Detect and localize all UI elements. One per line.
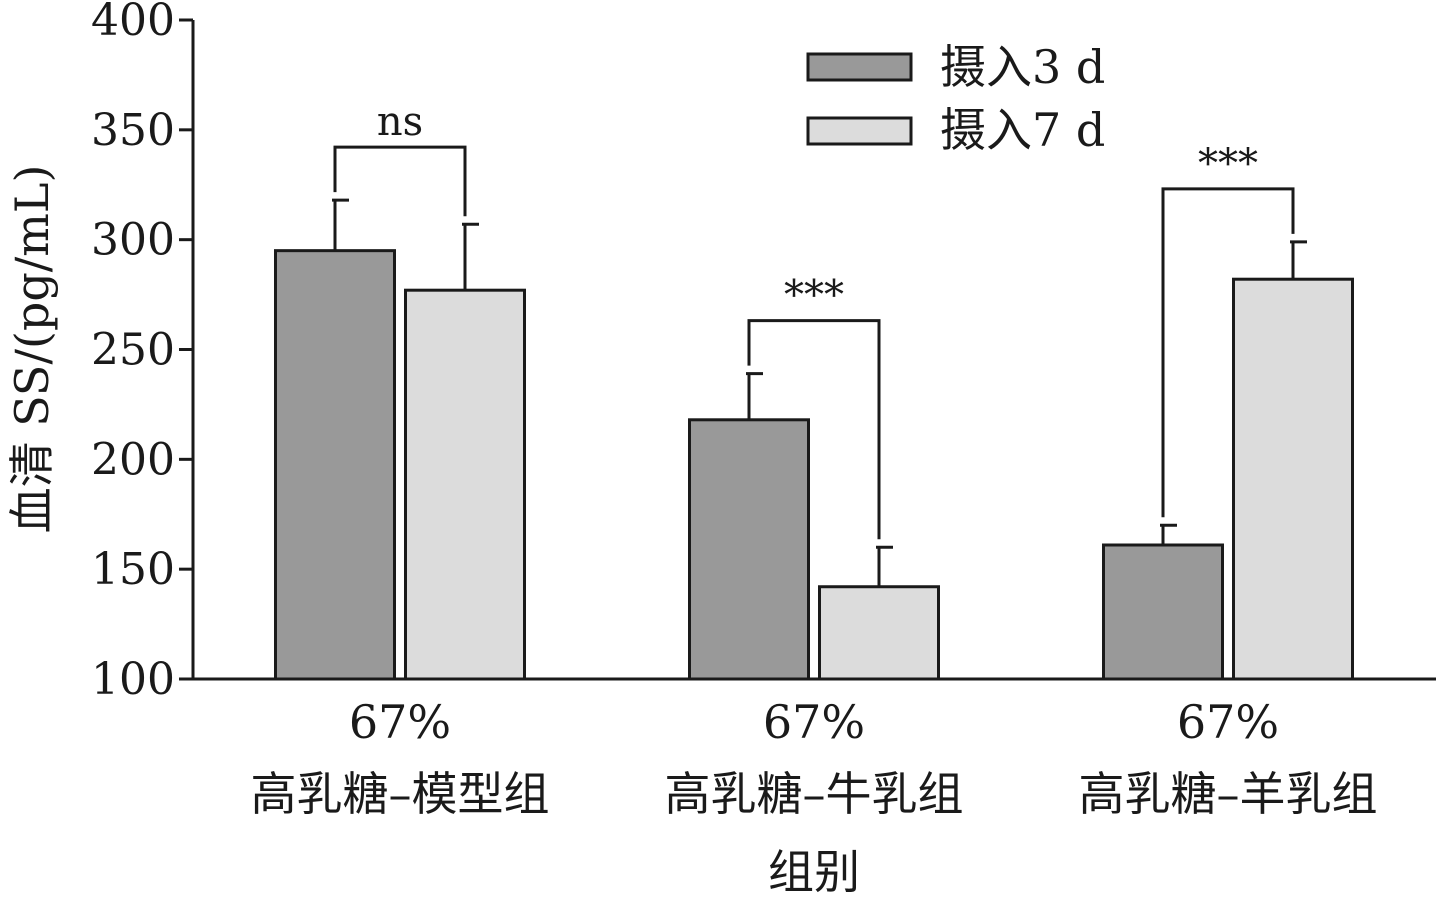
legend-label-7d: 摄入7 d: [940, 103, 1105, 157]
legend-swatch-7d: [806, 116, 913, 146]
y-tick-label: 350: [91, 105, 175, 156]
significance-bracket: [333, 145, 467, 217]
legend: 摄入3 d 摄入7 d: [806, 40, 1105, 157]
bar: [274, 249, 396, 681]
x-category-label-line2: 高乳糖–牛乳组: [665, 767, 964, 821]
y-tick-label: 100: [91, 654, 175, 705]
bar: [1232, 277, 1354, 681]
significance-label: ***: [1198, 141, 1258, 187]
y-tick-label: 250: [91, 325, 175, 376]
x-category-label-line1: 67%: [349, 695, 451, 749]
significance-label: ns: [377, 99, 423, 145]
y-axis-ticks: 100 150 200 250 300 350 400: [91, 0, 193, 705]
y-tick-label: 400: [91, 0, 175, 46]
legend-label-3d: 摄入3 d: [940, 40, 1105, 94]
significance-bracket: [1161, 187, 1295, 518]
significance-label: ***: [784, 273, 844, 319]
y-axis-title: 血清 SS/(pg/mL): [5, 165, 59, 534]
x-category-label-line2: 高乳糖–模型组: [251, 767, 550, 821]
x-category-label-line1: 67%: [763, 695, 865, 749]
y-tick-label: 300: [91, 215, 175, 266]
significance-brackets: ns *** ***: [333, 99, 1295, 540]
bar: [818, 585, 940, 681]
error-bars: [332, 198, 1307, 587]
x-category-label-line1: 67%: [1177, 695, 1279, 749]
significance-bracket: [747, 319, 881, 540]
bar: [1102, 543, 1224, 681]
y-tick-label: 150: [91, 544, 175, 595]
x-axis-category-labels: 67% 高乳糖–模型组 67% 高乳糖–牛乳组 67% 高乳糖–羊乳组: [251, 695, 1378, 821]
x-axis-title: 组别: [768, 845, 860, 899]
legend-swatch-3d: [806, 52, 913, 82]
bars: [274, 249, 1354, 681]
bar: [404, 288, 526, 681]
x-category-label-line2: 高乳糖–羊乳组: [1079, 767, 1378, 821]
bar: [688, 418, 810, 681]
y-tick-label: 200: [91, 434, 175, 485]
